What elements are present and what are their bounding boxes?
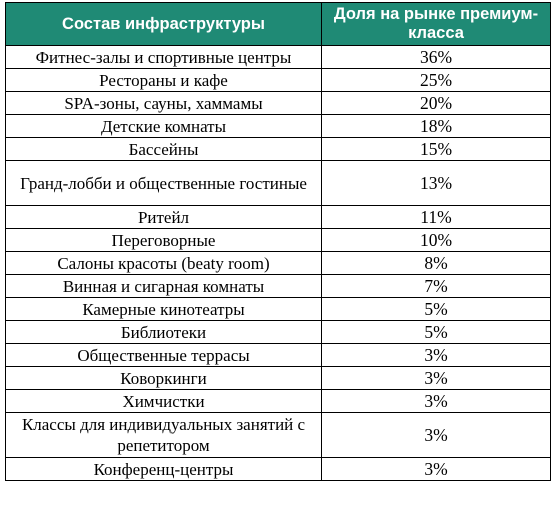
row-name: Винная и сигарная комнаты bbox=[5, 274, 322, 298]
table-row: Фитнес-залы и спортивные центры 36% bbox=[5, 45, 551, 69]
table-row: Рестораны и кафе 25% bbox=[5, 68, 551, 92]
row-share: 11% bbox=[321, 205, 551, 229]
row-name: Гранд-лобби и общественные гостиные bbox=[5, 160, 322, 206]
row-share: 3% bbox=[321, 412, 551, 458]
row-name: Общественные террасы bbox=[5, 343, 322, 367]
row-name: Конференц-центры bbox=[5, 457, 322, 481]
row-share: 7% bbox=[321, 274, 551, 298]
row-share: 8% bbox=[321, 251, 551, 275]
row-share: 25% bbox=[321, 68, 551, 92]
table-header-row: Состав инфраструктуры Доля на рынке прем… bbox=[5, 2, 551, 46]
row-name: Рестораны и кафе bbox=[5, 68, 322, 92]
row-share: 3% bbox=[321, 457, 551, 481]
table-row: Библиотеки 5% bbox=[5, 320, 551, 344]
row-name: Классы для индивидуальных занятий с репе… bbox=[5, 412, 322, 458]
row-name: Переговорные bbox=[5, 228, 322, 252]
row-name: SPA-зоны, сауны, хаммамы bbox=[5, 91, 322, 115]
row-share: 13% bbox=[321, 160, 551, 206]
row-name: Ритейл bbox=[5, 205, 322, 229]
row-share: 5% bbox=[321, 297, 551, 321]
table-row: Переговорные 10% bbox=[5, 228, 551, 252]
header-composition: Состав инфраструктуры bbox=[5, 2, 322, 46]
table-row: Общественные террасы 3% bbox=[5, 343, 551, 367]
table-row: Химчистки 3% bbox=[5, 389, 551, 413]
row-share: 3% bbox=[321, 366, 551, 390]
row-share: 15% bbox=[321, 137, 551, 161]
table-row: Камерные кинотеатры 5% bbox=[5, 297, 551, 321]
row-name: Коворкинги bbox=[5, 366, 322, 390]
row-name: Детские комнаты bbox=[5, 114, 322, 138]
row-share: 18% bbox=[321, 114, 551, 138]
table-row: Винная и сигарная комнаты 7% bbox=[5, 274, 551, 298]
header-premium-share: Доля на рынке премиум-класса bbox=[321, 2, 551, 46]
table-row: Конференц-центры 3% bbox=[5, 457, 551, 481]
row-name: Библиотеки bbox=[5, 320, 322, 344]
row-name: Фитнес-залы и спортивные центры bbox=[5, 45, 322, 69]
table-row: SPA-зоны, сауны, хаммамы 20% bbox=[5, 91, 551, 115]
table-row: Ритейл 11% bbox=[5, 205, 551, 229]
table-row: Салоны красоты (beaty room) 8% bbox=[5, 251, 551, 275]
table-row: Классы для индивидуальных занятий с репе… bbox=[5, 412, 551, 458]
row-share: 20% bbox=[321, 91, 551, 115]
row-share: 5% bbox=[321, 320, 551, 344]
infrastructure-share-table: Состав инфраструктуры Доля на рынке прем… bbox=[5, 2, 551, 481]
table-row: Бассейны 15% bbox=[5, 137, 551, 161]
row-name: Химчистки bbox=[5, 389, 322, 413]
row-name: Бассейны bbox=[5, 137, 322, 161]
table-row: Детские комнаты 18% bbox=[5, 114, 551, 138]
table-row: Гранд-лобби и общественные гостиные 13% bbox=[5, 160, 551, 206]
row-name: Камерные кинотеатры bbox=[5, 297, 322, 321]
table-row: Коворкинги 3% bbox=[5, 366, 551, 390]
row-share: 36% bbox=[321, 45, 551, 69]
row-share: 3% bbox=[321, 343, 551, 367]
row-share: 3% bbox=[321, 389, 551, 413]
row-share: 10% bbox=[321, 228, 551, 252]
row-name: Салоны красоты (beaty room) bbox=[5, 251, 322, 275]
